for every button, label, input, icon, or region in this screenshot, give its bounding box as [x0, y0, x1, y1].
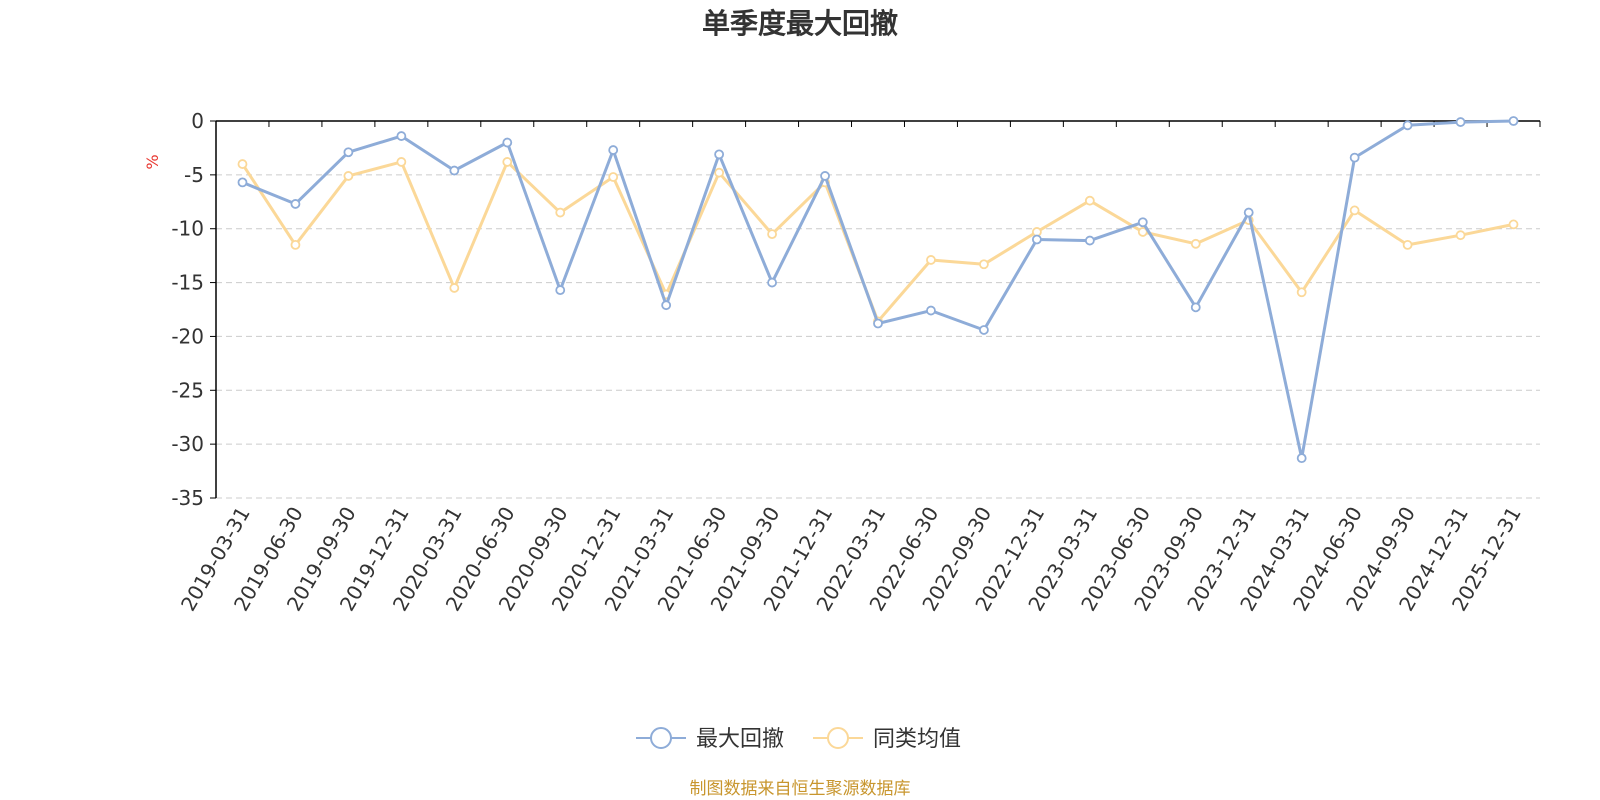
data-point — [502, 157, 513, 167]
series-line — [241, 119, 1514, 460]
y-tick-label: -30 — [171, 432, 204, 456]
data-point — [1455, 230, 1466, 241]
data-point — [290, 199, 301, 209]
data-point — [608, 172, 619, 182]
y-axis-ticks: 0 -5 -10 -15 -20 -25 -30 -35 — [171, 109, 216, 510]
data-point — [767, 277, 777, 288]
data-point — [1296, 453, 1307, 464]
data-point — [1190, 302, 1201, 313]
data-point — [1508, 219, 1519, 230]
y-axis-unit: % — [143, 154, 162, 169]
data-point — [396, 157, 407, 167]
legend-swatch-circle — [650, 727, 672, 749]
data-point — [608, 145, 619, 155]
legend-label: 最大回撤 — [696, 727, 784, 752]
data-point — [926, 255, 936, 265]
y-tick-label: -25 — [171, 378, 204, 402]
data-point — [555, 285, 566, 296]
y-tick-label: -10 — [171, 217, 204, 241]
data-point — [343, 171, 354, 181]
y-tick-label: 0 — [191, 109, 204, 133]
data-point — [820, 171, 830, 181]
data-point — [449, 283, 460, 293]
series-lines — [237, 116, 1519, 464]
data-point — [290, 239, 301, 250]
data-point — [873, 318, 883, 329]
data-point — [343, 147, 354, 158]
y-tick-label: -20 — [171, 324, 204, 348]
data-point — [1402, 239, 1413, 250]
data-point — [1137, 217, 1148, 228]
data-point — [237, 177, 248, 188]
x-axis-ticks: 2019-03-312019-06-302019-09-302019-12-31… — [176, 121, 1541, 615]
y-tick-label: -15 — [171, 271, 204, 295]
series-group — [237, 157, 1519, 327]
data-point — [1137, 227, 1148, 237]
data-point — [502, 137, 513, 148]
data-point — [1349, 205, 1360, 216]
legend-item: 同类均值 — [813, 727, 961, 752]
y-tick-label: -35 — [171, 486, 204, 510]
axes — [215, 120, 1540, 498]
data-point — [237, 159, 248, 169]
series-group — [237, 116, 1519, 464]
y-tick-label: -5 — [184, 163, 204, 187]
data-point — [979, 259, 989, 270]
legend-item: 最大回撤 — [636, 727, 784, 752]
data-point — [1455, 117, 1466, 127]
legend: 最大回撤 同类均值 — [636, 727, 961, 752]
data-point — [1084, 235, 1095, 246]
data-point — [1190, 238, 1201, 249]
data-point — [1402, 120, 1413, 131]
data-point — [1296, 287, 1307, 298]
data-point — [1508, 116, 1519, 126]
legend-swatch-circle — [827, 727, 849, 749]
data-point — [926, 305, 936, 316]
chart-title: 单季度最大回撤 — [702, 7, 898, 40]
legend-label: 同类均值 — [873, 727, 961, 752]
grid-lines — [216, 174, 1540, 499]
data-point — [1349, 152, 1360, 163]
data-point — [661, 300, 672, 311]
series-line — [241, 160, 1514, 323]
data-point — [555, 207, 566, 218]
data-point — [714, 167, 725, 178]
data-point — [396, 131, 407, 141]
data-point — [767, 229, 777, 240]
data-point — [1243, 207, 1254, 218]
source-note: 制图数据来自恒生聚源数据库 — [690, 779, 911, 799]
data-point — [1031, 234, 1042, 245]
data-point — [1084, 195, 1095, 206]
data-point — [979, 325, 989, 335]
data-point — [449, 165, 460, 176]
data-point — [714, 149, 725, 160]
